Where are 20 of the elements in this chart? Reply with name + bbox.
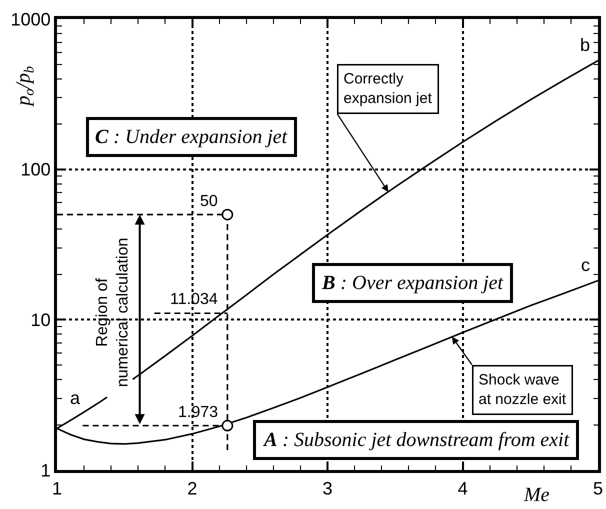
x-tick-label: 5 bbox=[592, 478, 604, 498]
x-tick-label: 4 bbox=[458, 478, 468, 498]
annotation: a bbox=[70, 388, 81, 408]
annotation: B : Over expansion jet bbox=[321, 272, 504, 294]
annotation: c bbox=[581, 255, 590, 275]
x-axis-title: Me bbox=[523, 484, 550, 506]
y-tick-label: 1000 bbox=[10, 9, 51, 30]
x-tick-label: 3 bbox=[322, 478, 333, 498]
data-label: 11.034 bbox=[170, 291, 218, 308]
x-tick-label: 2 bbox=[187, 478, 198, 498]
annotation: A : Subsonic jet downstream from exit bbox=[262, 429, 570, 451]
annotation: b bbox=[580, 35, 590, 55]
data-label: 50 bbox=[200, 193, 218, 210]
annotation: C : Under expansion jet bbox=[95, 126, 288, 148]
annotation: Shock wave at nozzle exit bbox=[478, 372, 567, 408]
data-label: 1.973 bbox=[178, 404, 218, 421]
y-tick-label: 1 bbox=[40, 460, 51, 480]
annotation: Correctly expansion jet bbox=[344, 70, 433, 107]
y-tick-label: 10 bbox=[30, 310, 51, 330]
y-tick-label: 100 bbox=[20, 160, 51, 180]
